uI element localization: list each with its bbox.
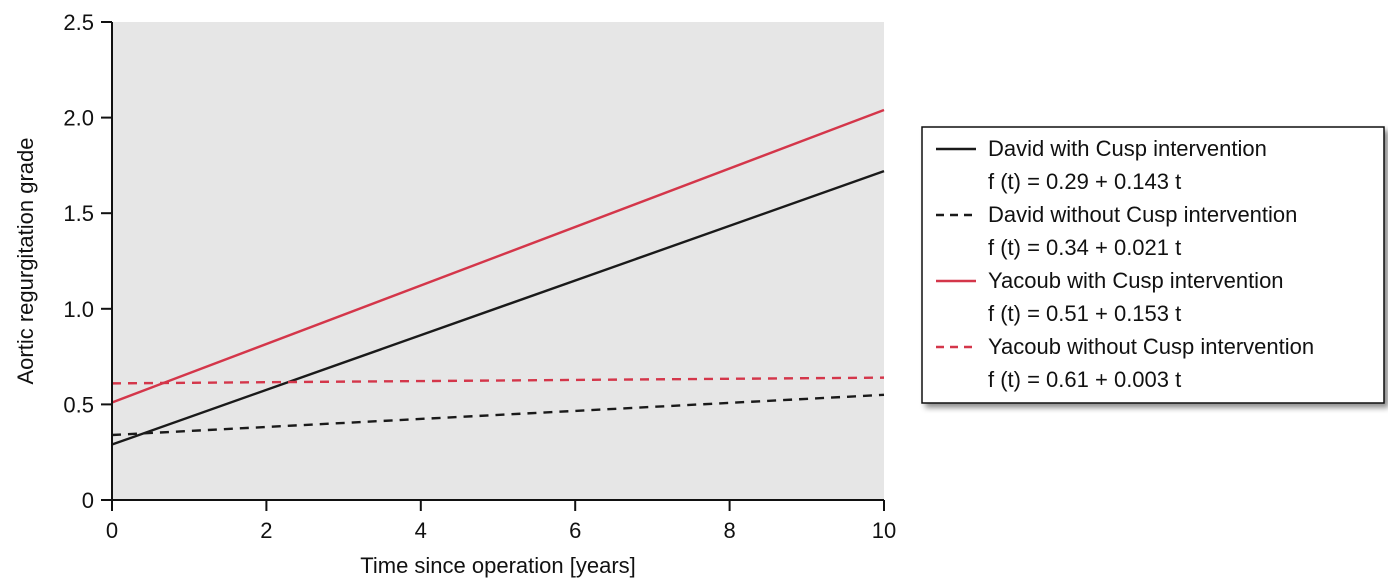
legend-equation-4: f (t) = 0.61 + 0.003 t (988, 367, 1181, 392)
series-line-4 (111, 376, 885, 385)
y-tick-label: 0 (82, 488, 94, 513)
series-line-3 (111, 108, 885, 404)
legend-label-1: David with Cusp intervention (988, 136, 1267, 161)
y-tick-label: 1.0 (63, 297, 94, 322)
x-tick-label: 6 (569, 518, 581, 543)
x-tick-label: 8 (723, 518, 735, 543)
y-tick-label: 2.5 (63, 10, 94, 35)
legend-equation-3: f (t) = 0.51 + 0.153 t (988, 301, 1181, 326)
x-tick-label: 4 (415, 518, 427, 543)
legend-label-4: Yacoub without Cusp intervention (988, 334, 1314, 359)
axes: 0 0.5 1.0 1.5 2.0 2.5 0 2 4 6 8 10 (63, 10, 896, 543)
legend-equation-2: f (t) = 0.34 + 0.021 t (988, 235, 1181, 260)
series-layer (111, 108, 885, 446)
x-tick-label: 2 (260, 518, 272, 543)
series-line-1 (111, 170, 885, 446)
plot-area (112, 22, 884, 500)
legend-equation-1: f (t) = 0.29 + 0.143 t (988, 169, 1181, 194)
y-tick-label: 2.0 (63, 106, 94, 131)
legend: David with Cusp intervention f (t) = 0.29… (921, 126, 1385, 404)
y-tick-label: 1.5 (63, 201, 94, 226)
legend-label-3: Yacoub with Cusp intervention (988, 268, 1284, 293)
legend-box (921, 126, 1385, 404)
legend-label-2: David without Cusp intervention (988, 202, 1297, 227)
x-tick-label: 10 (872, 518, 896, 543)
y-tick-label: 0.5 (63, 392, 94, 417)
x-tick-label: 0 (106, 518, 118, 543)
series-line-2 (111, 393, 885, 437)
x-axis-title: Time since operation [years] (360, 553, 636, 578)
y-axis-title: Aortic regurgitation grade (13, 137, 38, 384)
